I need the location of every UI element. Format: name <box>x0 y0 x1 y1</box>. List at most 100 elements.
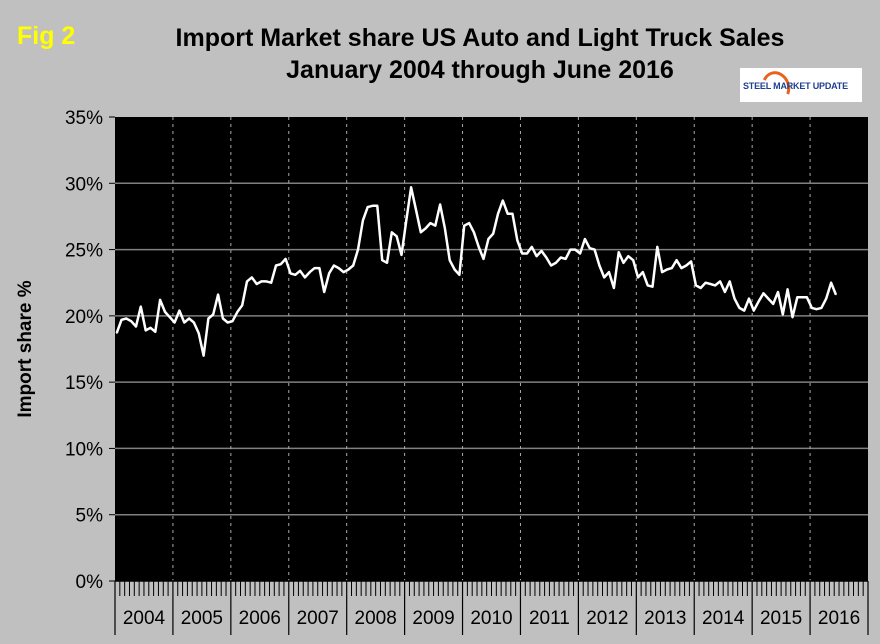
data-point <box>149 327 152 329</box>
data-point <box>825 298 827 300</box>
data-point <box>309 271 311 273</box>
chart-title: Import Market share US Auto and Light Tr… <box>175 24 785 52</box>
data-point <box>565 258 567 260</box>
data-point <box>217 294 219 296</box>
data-point <box>830 282 832 284</box>
data-point <box>463 225 465 227</box>
data-point <box>835 294 837 296</box>
chart-subtitle: January 2004 through June 2016 <box>286 56 674 84</box>
data-point <box>396 235 398 237</box>
data-point <box>497 213 499 215</box>
data-point <box>656 246 658 248</box>
data-point <box>618 251 620 253</box>
data-point <box>526 252 528 255</box>
data-point <box>584 238 586 240</box>
data-point <box>762 292 765 294</box>
data-point <box>594 249 596 251</box>
data-point <box>627 255 629 257</box>
data-point <box>637 276 639 278</box>
data-point <box>140 306 142 308</box>
data-point <box>651 286 654 288</box>
data-point <box>772 303 774 305</box>
data-point <box>159 299 161 301</box>
data-point <box>574 249 576 251</box>
data-point <box>806 296 808 298</box>
data-point <box>458 274 460 276</box>
data-point <box>796 296 798 298</box>
figure-label: Fig 2 <box>17 22 76 50</box>
data-point <box>323 291 325 293</box>
data-point <box>116 332 118 334</box>
y-tick-label: 35% <box>65 108 103 129</box>
x-tick-label: 2005 <box>181 608 223 629</box>
data-point <box>130 320 132 322</box>
logo-text: STEEL MARKET UPDATE <box>743 81 848 91</box>
data-point <box>410 186 412 188</box>
data-point <box>492 233 494 235</box>
data-point <box>690 260 692 263</box>
data-point <box>275 264 277 267</box>
data-point <box>598 264 601 267</box>
data-point <box>753 310 755 312</box>
x-tick-label: 2015 <box>760 608 802 629</box>
data-point <box>521 252 523 255</box>
data-point <box>444 227 446 229</box>
data-point <box>782 313 784 316</box>
data-point <box>478 246 480 248</box>
data-point <box>164 311 166 313</box>
x-tick-label: 2013 <box>644 608 686 629</box>
data-point <box>222 317 224 320</box>
data-point <box>251 276 253 278</box>
data-point <box>285 258 287 260</box>
x-tick-label: 2009 <box>412 608 454 629</box>
data-point <box>135 325 137 328</box>
data-point <box>125 317 127 320</box>
data-point <box>507 213 509 215</box>
plot-area <box>115 117 868 581</box>
data-point <box>811 307 813 309</box>
data-point <box>376 205 378 207</box>
data-point <box>502 199 504 202</box>
data-point <box>246 280 248 282</box>
y-tick-label: 10% <box>65 439 103 460</box>
y-tick-label: 0% <box>76 572 104 593</box>
data-point <box>400 254 403 256</box>
x-tick-label: 2012 <box>586 608 628 629</box>
data-point <box>608 271 610 273</box>
data-point <box>381 259 383 261</box>
data-point <box>294 274 296 276</box>
data-point <box>280 263 282 265</box>
data-point <box>632 259 634 261</box>
data-point <box>434 225 436 227</box>
data-point <box>714 284 716 286</box>
data-point <box>676 259 678 261</box>
data-point <box>468 222 470 224</box>
data-point <box>738 307 741 309</box>
data-point <box>820 307 823 309</box>
data-point <box>328 272 330 274</box>
data-point <box>260 280 263 282</box>
data-point <box>661 271 663 273</box>
data-point <box>193 321 195 324</box>
x-tick-label: 2010 <box>470 608 512 629</box>
data-point <box>314 267 316 269</box>
data-point <box>540 250 543 252</box>
x-tick-label: 2016 <box>818 608 860 629</box>
data-point <box>178 310 180 312</box>
data-point <box>357 249 359 251</box>
data-point <box>569 249 572 251</box>
data-point <box>724 291 726 293</box>
data-point <box>338 267 340 269</box>
data-point <box>531 246 533 248</box>
data-point <box>299 270 301 272</box>
data-point <box>231 320 234 322</box>
data-point <box>748 298 750 300</box>
data-point <box>642 271 644 273</box>
data-point <box>256 283 258 285</box>
data-point <box>685 264 687 267</box>
data-point <box>183 321 185 324</box>
data-point <box>719 280 721 282</box>
x-tick-label: 2014 <box>702 608 745 629</box>
data-point <box>454 268 456 271</box>
data-point <box>188 317 190 320</box>
